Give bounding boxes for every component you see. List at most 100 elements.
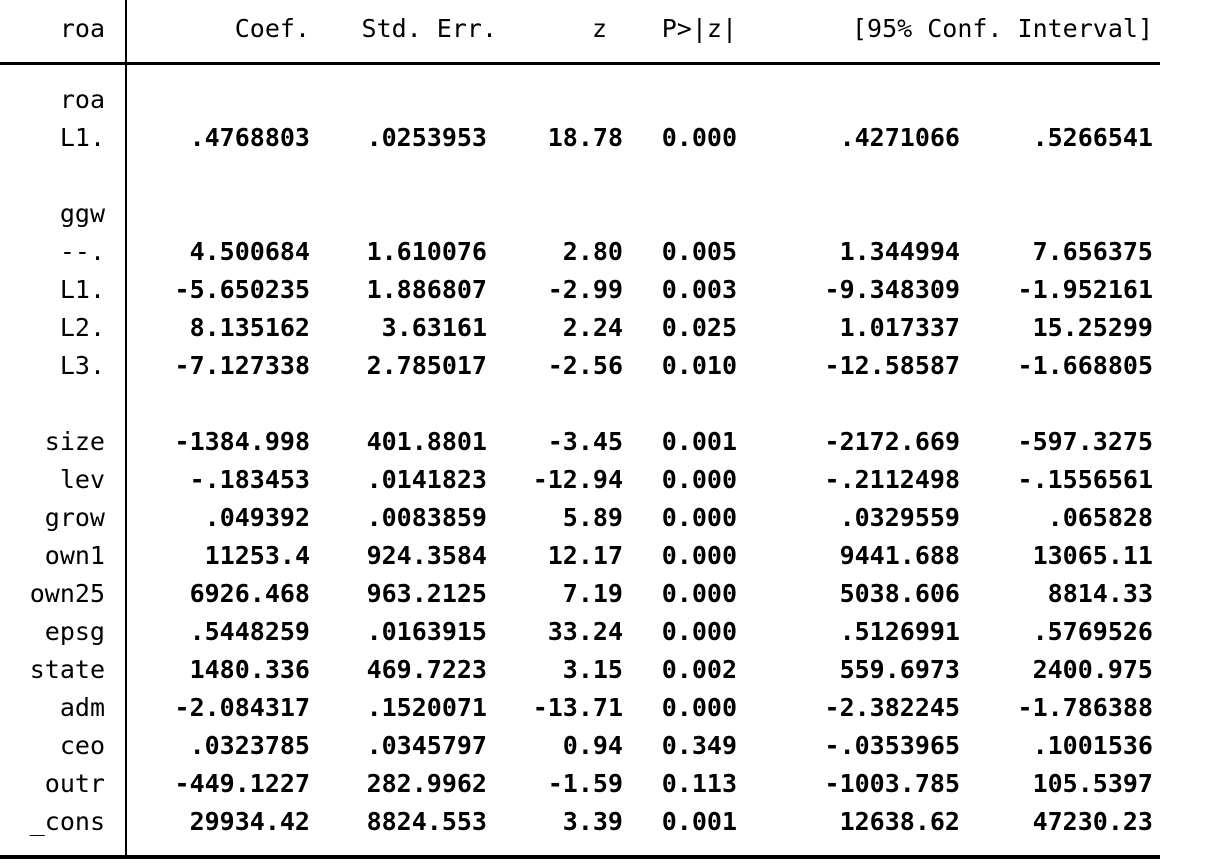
table-vertical-divider (125, 0, 127, 858)
cell-ci_low: -2.382245 (824, 693, 960, 722)
cell-p: 0.113 (661, 769, 737, 798)
cell-stderr (310, 157, 497, 195)
cell-p: 0.025 (661, 313, 737, 342)
cell-p (623, 157, 737, 195)
cell-ci_low: 12638.62 (839, 807, 960, 836)
table-row: size -1384.998 401.8801 -3.45 0.001 -2172.669… (0, 423, 1153, 461)
cell-ci_high (960, 157, 1153, 195)
cell-p: 0.003 (661, 275, 737, 304)
cell-z: -2.99 (547, 275, 623, 304)
cell-ci_high: 13065.11 (1032, 541, 1153, 570)
cell-z: 7.19 (562, 579, 623, 608)
row-label: grow (44, 503, 105, 532)
cell-p: 0.000 (661, 617, 737, 646)
cell-ci_high: -.1556561 (1017, 465, 1153, 494)
blank-row (0, 157, 1153, 195)
cell-ci_high (960, 81, 1153, 119)
cell-z: 18.78 (547, 123, 623, 152)
cell-z (497, 195, 623, 233)
cell-coef: .049392 (204, 503, 310, 532)
row-label: adm (59, 693, 105, 722)
cell-p: 0.000 (661, 503, 737, 532)
cell-stderr: .0253953 (366, 123, 487, 152)
cell-z: 33.24 (547, 617, 623, 646)
cell-ci_low: .0329559 (839, 503, 960, 532)
cell-z: -12.94 (532, 465, 623, 494)
row-label: L3. (59, 351, 105, 380)
row-label: epsg (44, 617, 105, 646)
cell-coef (125, 157, 310, 195)
cell-ci_high: 15.25299 (1032, 313, 1153, 342)
cell-z (497, 385, 623, 423)
column-header-p: P>|z| (661, 14, 737, 43)
cell-ci_high: .1001536 (1032, 731, 1153, 760)
cell-p: 0.000 (661, 123, 737, 152)
cell-z: 3.39 (562, 807, 623, 836)
table-row: --. 4.500684 1.610076 2.80 0.005 1.344994 7.65… (0, 233, 1153, 271)
cell-stderr: .0345797 (366, 731, 487, 760)
column-header-conf-interval: [95% Conf. Interval] (851, 14, 1153, 43)
row-label: size (44, 427, 105, 456)
group-row: ggw (0, 195, 1153, 233)
cell-stderr: .1520071 (366, 693, 487, 722)
cell-ci_high: .5769526 (1032, 617, 1153, 646)
cell-z: 0.94 (562, 731, 623, 760)
cell-ci_high: 7.656375 (1032, 237, 1153, 266)
cell-p: 0.001 (661, 427, 737, 456)
cell-coef: -1384.998 (174, 427, 310, 456)
cell-coef: .0323785 (189, 731, 310, 760)
cell-ci_high (960, 195, 1153, 233)
row-label (0, 157, 125, 195)
cell-stderr: .0083859 (366, 503, 487, 532)
cell-stderr: 8824.553 (366, 807, 487, 836)
cell-z: 2.24 (562, 313, 623, 342)
bottom-rule (0, 855, 1160, 859)
cell-p: 0.000 (661, 579, 737, 608)
cell-ci_high: 47230.23 (1032, 807, 1153, 836)
cell-coef: 4.500684 (189, 237, 310, 266)
cell-z: -13.71 (532, 693, 623, 722)
cell-z: 3.15 (562, 655, 623, 684)
cell-p: 0.000 (661, 465, 737, 494)
cell-coef: -7.127338 (174, 351, 310, 380)
header-rule (0, 62, 1160, 65)
table-row: grow .049392 .0083859 5.89 0.000 .0329559 .065… (0, 499, 1153, 537)
row-label: --. (59, 237, 105, 266)
table-row: epsg .5448259 .0163915 33.24 0.000 .5126991 .5… (0, 613, 1153, 651)
cell-p (623, 385, 737, 423)
cell-z: -3.45 (547, 427, 623, 456)
cell-z: 12.17 (547, 541, 623, 570)
row-label: _cons (29, 807, 105, 836)
table-row: L3. -7.127338 2.785017 -2.56 0.010 -12.58587 -… (0, 347, 1153, 385)
cell-stderr: 1.886807 (366, 275, 487, 304)
cell-ci_high: .5266541 (1032, 123, 1153, 152)
cell-z: -2.56 (547, 351, 623, 380)
cell-ci_high: 105.5397 (1032, 769, 1153, 798)
cell-ci_high: 8814.33 (1047, 579, 1153, 608)
table-row: ceo .0323785 .0345797 0.94 0.349 -.0353965 .10… (0, 727, 1153, 765)
cell-stderr: 2.785017 (366, 351, 487, 380)
cell-z: 2.80 (562, 237, 623, 266)
cell-coef: 8.135162 (189, 313, 310, 342)
cell-ci_low: -.2112498 (824, 465, 960, 494)
cell-coef: .5448259 (189, 617, 310, 646)
cell-ci_high: -1.668805 (1017, 351, 1153, 380)
table-header-row: roa Coef. Std. Err. z P>|z| [95% Conf. I… (0, 0, 1153, 62)
cell-coef (125, 195, 310, 233)
cell-stderr: .0163915 (366, 617, 487, 646)
blank-row (0, 385, 1153, 423)
cell-ci_low: -1003.785 (824, 769, 960, 798)
cell-ci_low: -.0353965 (824, 731, 960, 760)
group-row: roa (0, 81, 1153, 119)
cell-ci_high (960, 385, 1153, 423)
cell-coef (125, 385, 310, 423)
table-row: _cons 29934.42 8824.553 3.39 0.001 12638.62 47… (0, 803, 1153, 841)
cell-coef: .4768803 (189, 123, 310, 152)
cell-z: -1.59 (547, 769, 623, 798)
table-row: state 1480.336 469.7223 3.15 0.002 559.6973 24… (0, 651, 1153, 689)
cell-ci_low: 1.017337 (839, 313, 960, 342)
cell-ci_low: .4271066 (839, 123, 960, 152)
row-label: L1. (59, 123, 105, 152)
row-label: own25 (29, 579, 105, 608)
table-body: roa L1. .4768803 .0253953 18.78 0.000 .4271066… (0, 65, 1153, 841)
